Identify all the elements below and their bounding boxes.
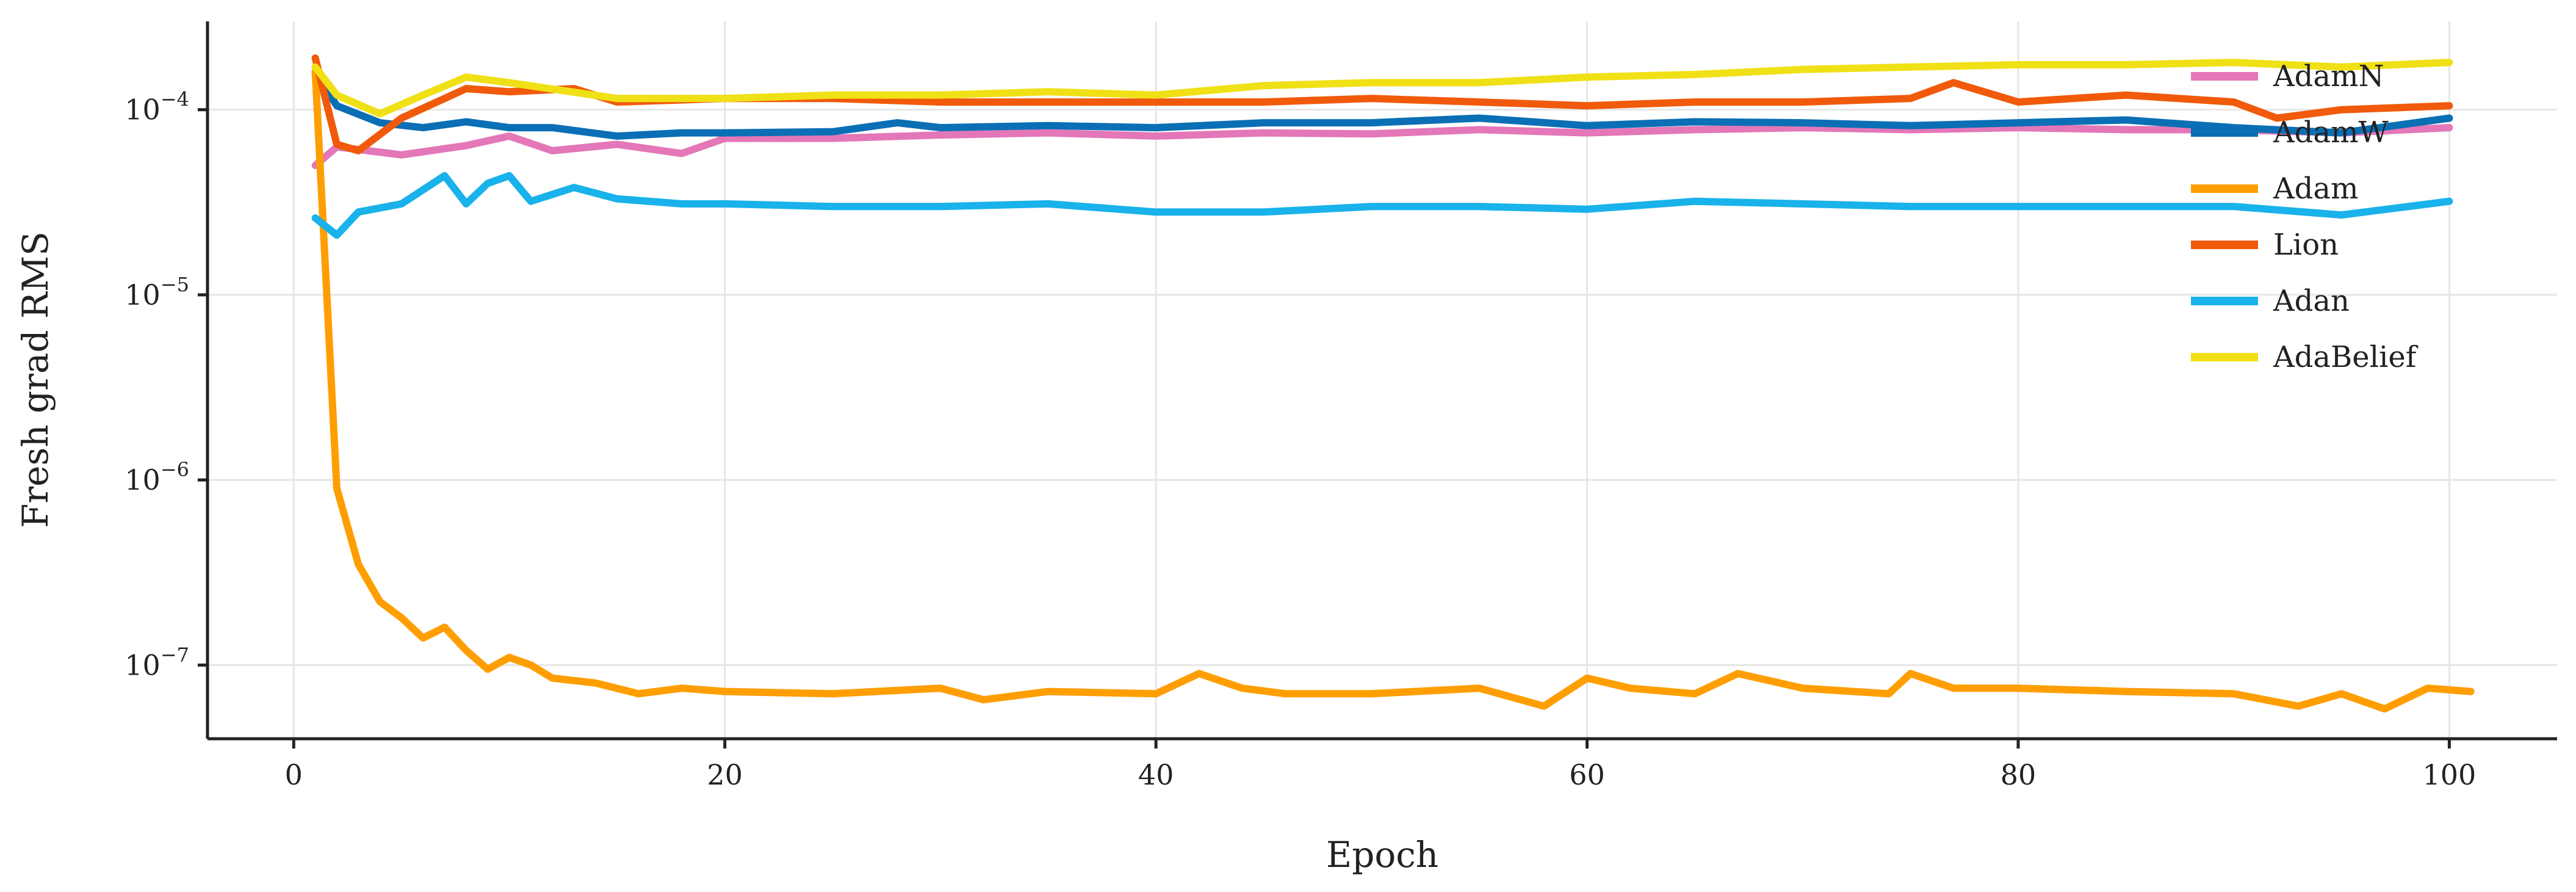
series-lines bbox=[311, 54, 2475, 713]
x-ticks: 0 20 40 60 80 100 bbox=[285, 739, 2476, 791]
x-tick-label: 20 bbox=[707, 758, 743, 791]
y-tick-base: 10 bbox=[124, 648, 161, 681]
x-tick-label: 0 bbox=[285, 758, 303, 791]
y-tick-label: 10−5 bbox=[124, 273, 189, 311]
y-tick-base: 10 bbox=[124, 93, 161, 126]
y-tick-label: 10−4 bbox=[124, 88, 189, 126]
axes bbox=[206, 21, 2557, 741]
y-tick-exponent: −4 bbox=[161, 88, 189, 111]
y-ticks: 10−710−610−510−4 bbox=[124, 88, 207, 681]
series-line-adam bbox=[311, 68, 2475, 713]
y-tick-label: 10−7 bbox=[124, 643, 189, 681]
x-tick-label: 60 bbox=[1569, 758, 1605, 791]
y-tick-base: 10 bbox=[124, 278, 161, 311]
legend-label-adan: Adan bbox=[2273, 284, 2350, 318]
legend-label-lion: Lion bbox=[2273, 228, 2339, 262]
legend-label-adam: Adam bbox=[2273, 172, 2359, 206]
y-tick-exponent: −6 bbox=[161, 458, 189, 481]
y-tick-base: 10 bbox=[124, 463, 161, 496]
x-tick-label: 80 bbox=[2001, 758, 2037, 791]
x-axis-title: Epoch bbox=[1326, 834, 1438, 876]
series-line-adan bbox=[311, 172, 2453, 239]
legend: AdamN AdamW Adam Lion Adan AdaBelief bbox=[2191, 59, 2419, 374]
y-tick-exponent: −7 bbox=[161, 643, 189, 666]
legend-label-adabelief: AdaBelief bbox=[2273, 340, 2419, 374]
series-line-lion bbox=[311, 54, 2453, 154]
series-line-adabelief bbox=[311, 59, 2453, 118]
grid bbox=[207, 21, 2557, 739]
y-tick-exponent: −5 bbox=[161, 273, 189, 296]
series-line-adamw bbox=[311, 68, 2453, 140]
legend-label-adamn: AdamN bbox=[2273, 59, 2384, 93]
series-line-adamn bbox=[311, 124, 2453, 169]
x-tick-label: 100 bbox=[2422, 758, 2476, 791]
y-tick-label: 10−6 bbox=[124, 458, 189, 496]
x-tick-label: 40 bbox=[1138, 758, 1174, 791]
legend-label-adamw: AdamW bbox=[2273, 115, 2389, 150]
y-axis-title: Fresh grad RMS bbox=[15, 231, 56, 528]
